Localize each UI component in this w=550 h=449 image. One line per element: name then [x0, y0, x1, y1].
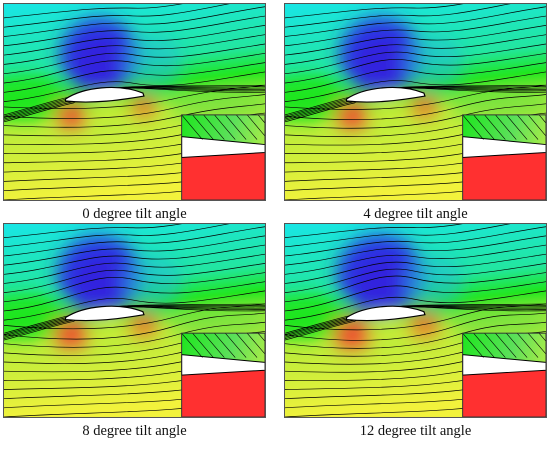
- streamline: [285, 226, 546, 257]
- streamline: [4, 290, 265, 321]
- streamline: [4, 281, 265, 312]
- streamline: [4, 312, 265, 340]
- streamline: [4, 43, 265, 75]
- airfoil-shape: [345, 305, 426, 322]
- streamline: [285, 290, 546, 321]
- inset-zoom: [181, 332, 265, 417]
- streamline: [285, 253, 546, 284]
- streamline: [4, 71, 265, 102]
- flow-field-image: [284, 223, 547, 418]
- streamline: [4, 34, 265, 65]
- panel-caption: 8 degree tilt angle: [82, 423, 187, 439]
- pressure-regions: [4, 235, 265, 349]
- streamline: [4, 6, 265, 37]
- streamline: [285, 244, 546, 275]
- streamline: [4, 235, 265, 266]
- streamline: [285, 321, 546, 349]
- flow-field-image: [3, 223, 266, 418]
- panel-8-degree: 8 degree tilt angle: [3, 223, 266, 449]
- airfoil-shape: [64, 305, 145, 322]
- streamline: [4, 263, 265, 293]
- streamline: [285, 94, 546, 121]
- streamline: [4, 103, 265, 128]
- airfoil-shape: [345, 86, 426, 103]
- streamline: [285, 272, 546, 303]
- streamline: [285, 25, 546, 56]
- inset-zoom: [181, 114, 265, 200]
- panel-caption: 12 degree tilt angle: [359, 423, 472, 439]
- streamline: [285, 224, 511, 248]
- streamline: [285, 303, 546, 331]
- streamline: [4, 224, 183, 238]
- streamline: [4, 25, 265, 56]
- streamline: [285, 4, 511, 28]
- streamline: [4, 224, 230, 248]
- streamline: [4, 321, 265, 348]
- streamline: [4, 15, 265, 47]
- streamlines: [285, 224, 546, 417]
- inset-zoom: [462, 114, 546, 200]
- pressure-regions: [285, 16, 546, 130]
- inset-zoom: [462, 332, 546, 417]
- streamline: [285, 281, 546, 312]
- streamline: [285, 62, 546, 93]
- streamline: [4, 52, 265, 84]
- streamline: [285, 263, 546, 293]
- streamline: [4, 303, 265, 330]
- panel-4-degree: 4 degree tilt angle: [284, 3, 547, 229]
- streamline: [4, 272, 265, 303]
- streamline: [285, 15, 546, 47]
- panel-0-degree: 0 degree tilt angle: [3, 3, 266, 229]
- streamline: [4, 244, 265, 275]
- streamline: [4, 226, 265, 257]
- streamline: [285, 71, 546, 102]
- streamline: [285, 224, 463, 238]
- streamline: [4, 4, 230, 28]
- streamline: [285, 43, 546, 75]
- streamline: [285, 312, 546, 341]
- panel-caption: 4 degree tilt angle: [363, 206, 468, 222]
- flow-field-image: [284, 3, 547, 201]
- streamline: [4, 62, 265, 93]
- streamline: [4, 4, 183, 19]
- streamline: [285, 6, 546, 37]
- streamline: [4, 253, 265, 284]
- streamline: [285, 103, 546, 129]
- streamline: [285, 34, 546, 65]
- airfoil-shape: [64, 86, 145, 103]
- flow-field-image: [3, 3, 266, 201]
- streamline: [285, 4, 464, 19]
- panel-12-degree: 12 degree tilt angle: [284, 223, 547, 449]
- streamline: [285, 235, 546, 266]
- streamline: [285, 52, 546, 84]
- panel-caption: 0 degree tilt angle: [82, 206, 187, 222]
- streamline: [4, 94, 265, 119]
